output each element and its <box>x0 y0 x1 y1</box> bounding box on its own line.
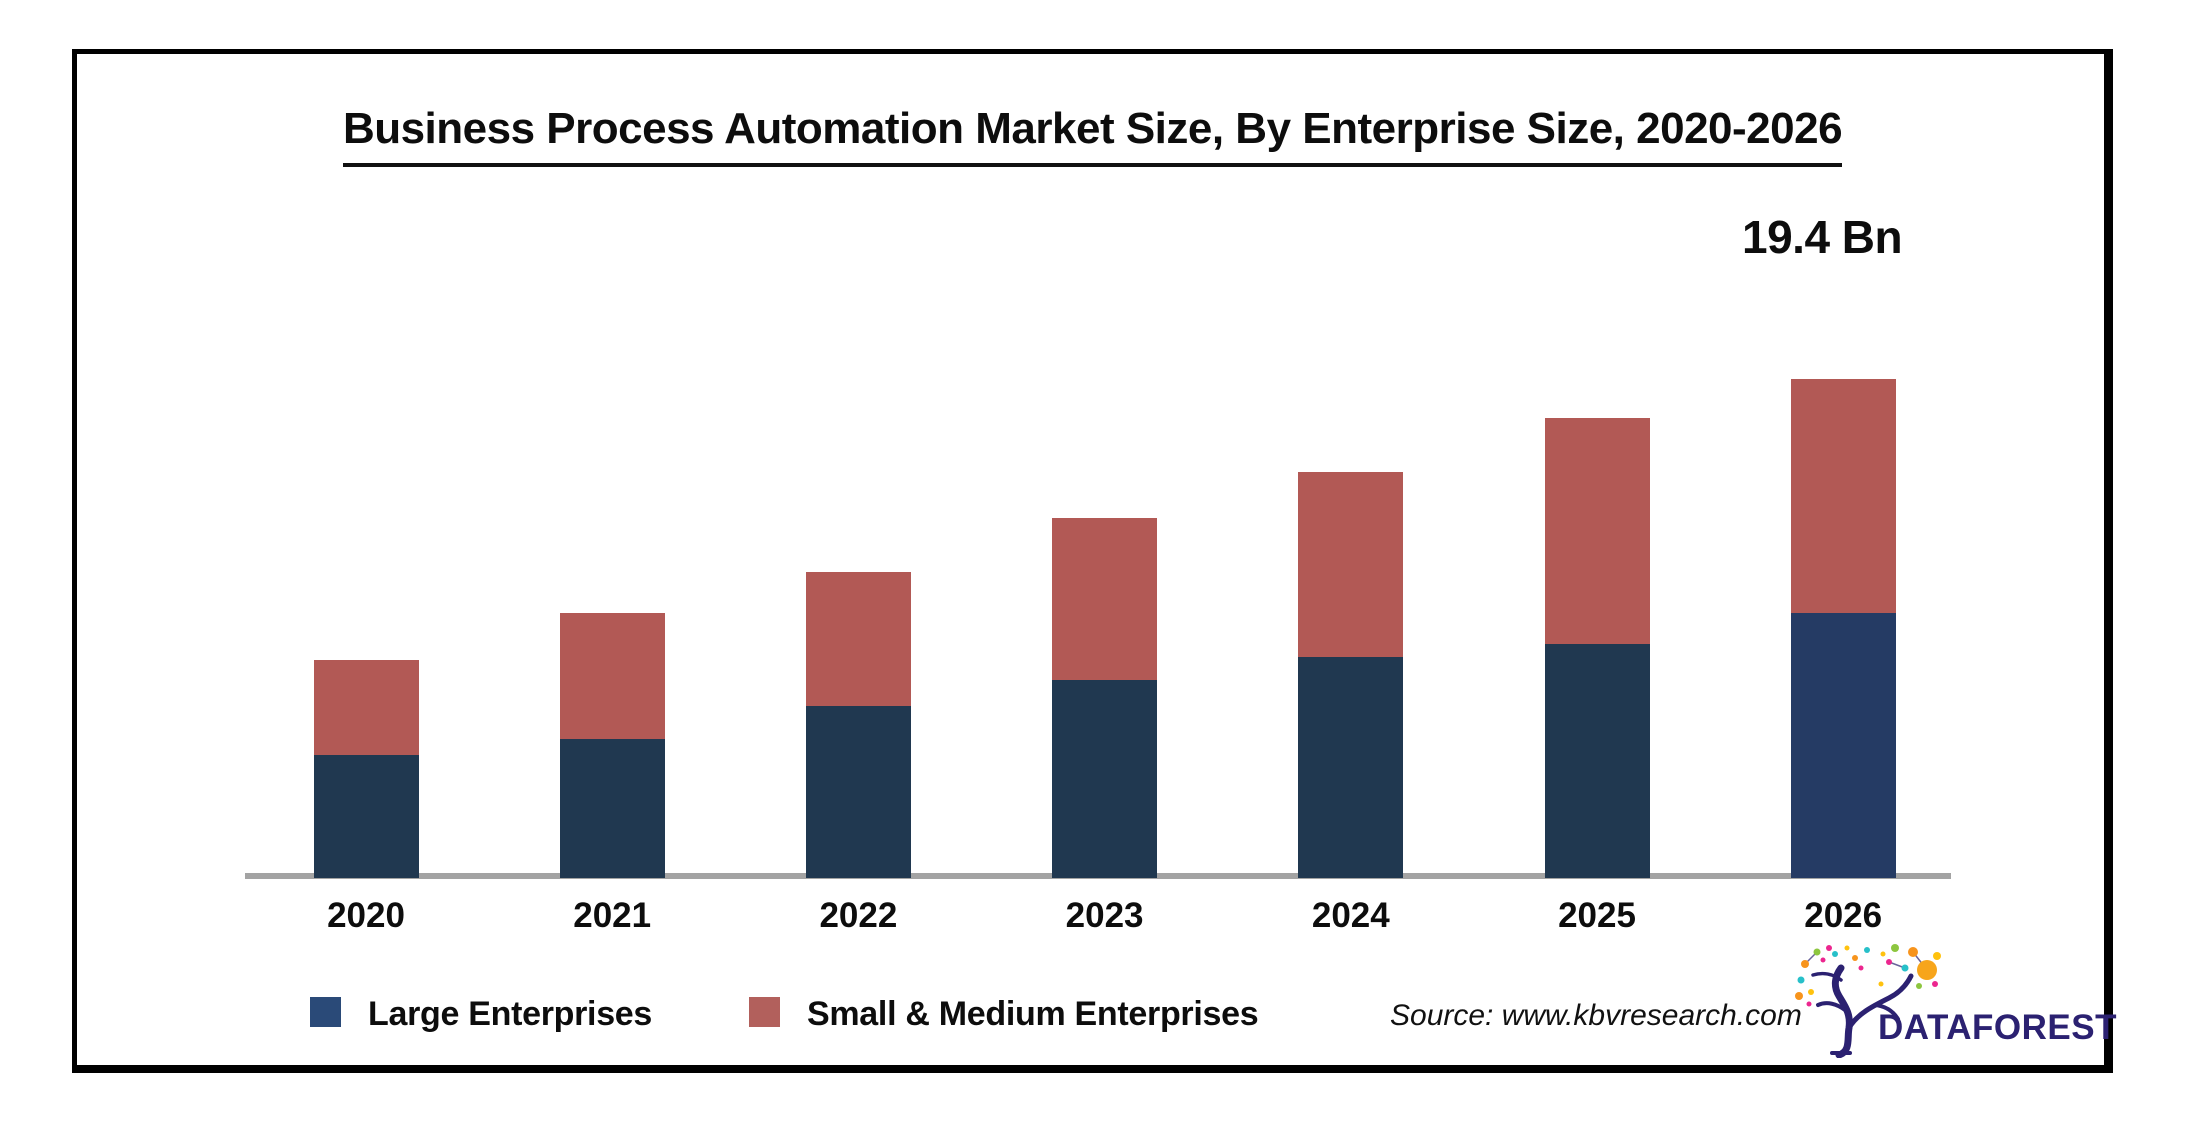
source-note: Source: www.kbvresearch.com <box>1390 999 1802 1032</box>
x-label-2021: 2021 <box>573 896 652 935</box>
dataforest-logo: DATAFOREST <box>1795 940 2116 1060</box>
legend-swatch-large-enterprises <box>310 997 341 1027</box>
chart-title: Business Process Automation Market Size,… <box>342 104 1843 167</box>
legend-swatch-sme <box>749 997 780 1027</box>
x-label-2025: 2025 <box>1558 896 1636 935</box>
bar-2021-large-enterprises <box>559 739 665 878</box>
bar-2026-small-medium-enterprises <box>1790 379 1896 613</box>
legend-label-large-enterprises: Large Enterprises <box>368 995 653 1033</box>
bar-2020-large-enterprises <box>313 755 419 878</box>
bar-2025-small-medium-enterprises <box>1544 418 1650 644</box>
bar-2020-small-medium-enterprises <box>313 660 419 755</box>
bar-2023-large-enterprises <box>1052 680 1158 878</box>
bar-2022-large-enterprises <box>805 706 911 878</box>
bar-2022-small-medium-enterprises <box>805 572 911 706</box>
x-label-2023: 2023 <box>1065 896 1144 935</box>
x-label-2026: 2026 <box>1804 896 1883 935</box>
x-label-2024: 2024 <box>1311 896 1390 935</box>
x-label-2020: 2020 <box>327 896 405 935</box>
dataforest-tree-icon <box>1795 944 1941 1058</box>
dataforest-brand-text: DATAFOREST <box>1878 1008 2117 1047</box>
bar-2024-small-medium-enterprises <box>1298 472 1404 657</box>
x-label-2022: 2022 <box>819 896 898 935</box>
value-annotation-2026: 19.4 Bn <box>1742 211 1903 263</box>
bar-2025-large-enterprises <box>1544 644 1650 878</box>
bar-2026-large-enterprises <box>1790 613 1896 878</box>
bar-2023-small-medium-enterprises <box>1052 518 1158 680</box>
bar-2024-large-enterprises <box>1298 657 1404 878</box>
title-row: Business Process Automation Market Size,… <box>72 104 2113 167</box>
legend-label-sme: Small & Medium Enterprises <box>807 995 1259 1033</box>
bar-2021-small-medium-enterprises <box>559 613 665 739</box>
